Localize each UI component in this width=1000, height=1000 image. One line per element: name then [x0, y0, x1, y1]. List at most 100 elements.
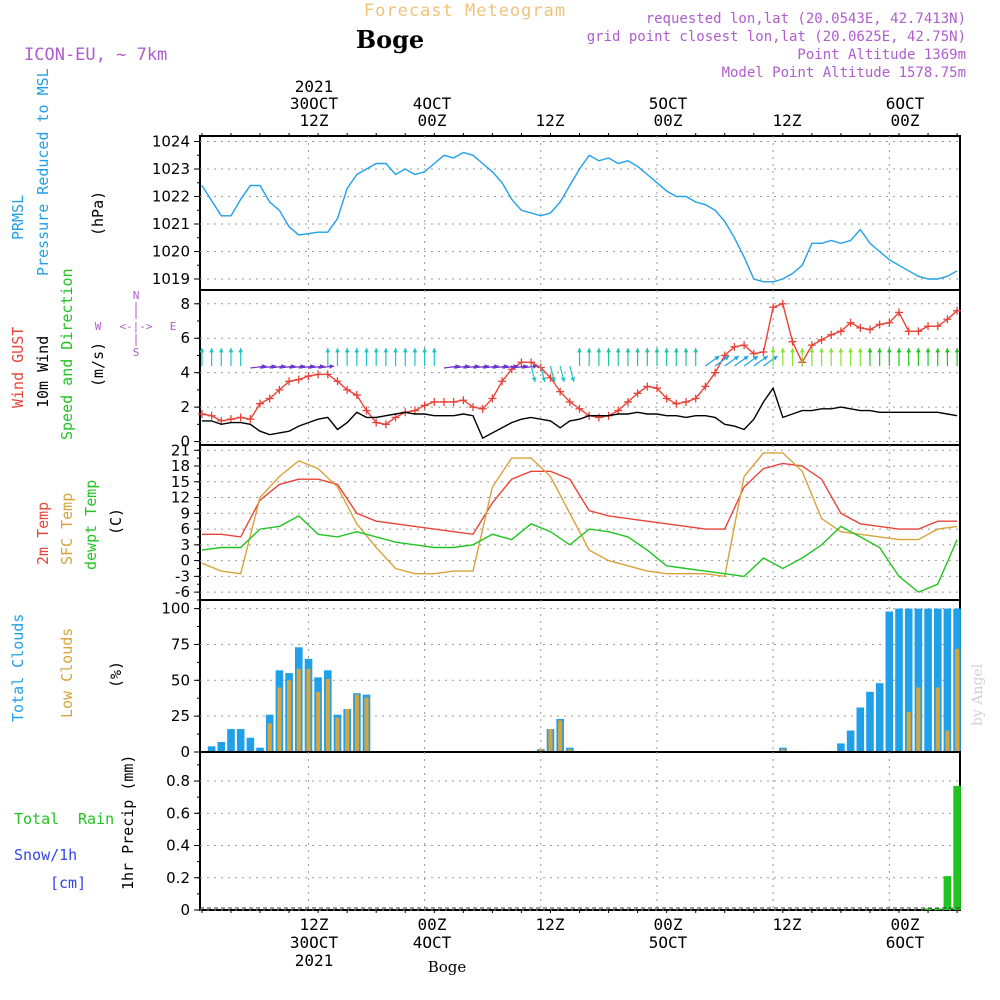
wind-arrow-head-76 — [935, 348, 941, 353]
gust-point-68 — [856, 323, 865, 332]
wind-ytick-label-1: 6 — [180, 329, 190, 347]
gust-point-34 — [527, 358, 536, 367]
wind-arrow-head-39 — [577, 348, 582, 353]
temperature-ytick-label-0: 21 — [171, 441, 190, 459]
gust-point-67 — [846, 318, 855, 327]
clouds-bar-0-68 — [866, 691, 874, 752]
temperature-ytick-label-5: 6 — [180, 520, 190, 538]
wind-arrow-head-12 — [329, 364, 335, 369]
gust-point-26 — [449, 397, 458, 406]
compass-e: E — [170, 320, 177, 333]
wind-arrow-head-52 — [714, 356, 720, 361]
compass-arrow: <-|-> — [119, 320, 152, 333]
gust-point-17 — [362, 406, 371, 415]
bottom-tick-4oct: 4OCT — [413, 933, 452, 952]
wind-arrow-head-22 — [412, 348, 418, 353]
cloud-labels: Total Clouds Low Clouds (%) — [9, 614, 125, 722]
top-tick-30oct: 30OCT — [290, 94, 339, 113]
wind-label-unit: (m/s) — [89, 342, 107, 387]
clouds-ytick-label-1: 75 — [171, 635, 190, 653]
clouds-bar-1-36 — [558, 720, 563, 752]
precip-ytick-label-1: 0.6 — [166, 804, 190, 822]
gust-point-47 — [652, 384, 661, 393]
temperature-ytick-label-9: -6 — [175, 583, 190, 601]
wind-arrow-head-59 — [770, 348, 776, 353]
pressure-ytick-label-5: 1019 — [152, 270, 190, 288]
wind-arrow-head-47 — [654, 348, 660, 353]
temp-label-2m: 2m Temp — [34, 502, 52, 565]
gust-point-43 — [614, 406, 623, 415]
clouds-bar-0-70 — [885, 611, 894, 752]
precip-labels: Total Rain Snow/1h [cm] 1hr Precip (mm) — [14, 755, 137, 892]
wind-arrow-head-64 — [819, 348, 824, 353]
precip-label-total: Total — [14, 810, 59, 828]
pressure-label-prmsl: PRMSL — [9, 195, 27, 240]
wind-arrow-head-67 — [848, 348, 853, 353]
wind-compass: N <-|-> W E S — [95, 289, 177, 359]
top-tick-12z-3: 12Z — [773, 111, 802, 130]
precip-bar-0-3 — [934, 908, 942, 910]
clouds-bar-0-71 — [895, 608, 903, 752]
clouds-bar-0-66 — [846, 730, 855, 752]
pressure-labels: PRMSL Pressure Reduced to MSL (hPa) — [9, 68, 107, 276]
wind-arrow-head-57 — [762, 356, 768, 361]
compass-s: S — [133, 346, 140, 359]
clouds-bar-1-37 — [567, 749, 572, 752]
wind-arrow-head-3 — [228, 348, 234, 353]
wind-arrow-head-24 — [431, 348, 437, 353]
gust-point-9 — [285, 377, 294, 386]
wind-arrow-head-33 — [532, 364, 538, 369]
requested-coords: requested lon,lat (20.0543E, 42.7413N) — [646, 11, 966, 27]
wind-label-gust: Wind GUST — [9, 327, 27, 408]
temperature-ytick-label-2: 15 — [171, 473, 190, 491]
cloud-label-unit: (%) — [107, 661, 125, 688]
gust-point-14 — [333, 377, 342, 386]
gust-point-51 — [691, 394, 700, 403]
bottom-tick-6oct: 6OCT — [886, 933, 925, 952]
gust-point-74 — [914, 327, 923, 336]
wind-arrow-head-65 — [828, 348, 834, 353]
gust-point-45 — [633, 389, 642, 398]
wind-arrow-head-70 — [877, 348, 882, 353]
bottom-tick-12z-3: 12Z — [773, 915, 802, 934]
wind-arrow-head-63 — [809, 348, 815, 353]
clouds-ytick-label-4: 0 — [180, 743, 190, 761]
wind-arrow-head-75 — [925, 348, 931, 353]
gust-point-25 — [439, 397, 448, 406]
wind-arrow-head-13 — [325, 348, 331, 353]
temperature-ytick-label-1: 18 — [171, 457, 190, 475]
wind-arrow-head-68 — [857, 348, 863, 353]
gust-point-63 — [807, 341, 816, 350]
bottom-time-labels: 12Z 30OCT 2021 00Z 4OCT 12Z 00Z 5OCT 12Z… — [290, 915, 925, 970]
temperature-ytick-label-7: 0 — [180, 552, 190, 570]
clouds-bar-1-59 — [780, 749, 785, 752]
wind-arrow-head-77 — [945, 348, 950, 353]
gust-point-73 — [904, 327, 913, 336]
top-tick-00z-1: 00Z — [418, 111, 447, 130]
wind-arrow-head-19 — [383, 348, 389, 353]
precip-ytick-label-4: 0 — [180, 901, 190, 919]
location-title: Boge — [356, 25, 424, 54]
precip-label-cm: [cm] — [50, 874, 86, 892]
temperature-ytick-label-3: 12 — [171, 489, 190, 507]
wind-arrow-head-4 — [238, 348, 244, 353]
wind-arrow-head-45 — [635, 348, 640, 353]
top-tick-5oct: 5OCT — [649, 94, 688, 113]
wind-arrow-head-66 — [838, 348, 844, 353]
clouds-bar-1-15 — [354, 694, 359, 752]
bottom-tick-5oct: 5OCT — [649, 933, 688, 952]
gust-point-27 — [459, 396, 468, 405]
clouds-bar-1-8 — [287, 680, 292, 752]
clouds-bar-1-75 — [935, 687, 940, 752]
clouds-bar-1-14 — [345, 709, 350, 752]
gust-point-77 — [943, 315, 952, 324]
top-tick-6oct: 6OCT — [886, 94, 925, 113]
clouds-ytick-label-3: 25 — [171, 707, 190, 725]
wind-arrow-head-38 — [570, 377, 576, 382]
clouds-bar-1-72 — [906, 711, 911, 752]
bottom-tick-00z-3: 00Z — [891, 915, 920, 934]
wind-ytick-label-0: 8 — [180, 295, 190, 313]
clouds-bar-1-34 — [538, 749, 543, 752]
gust-point-20 — [391, 413, 400, 422]
